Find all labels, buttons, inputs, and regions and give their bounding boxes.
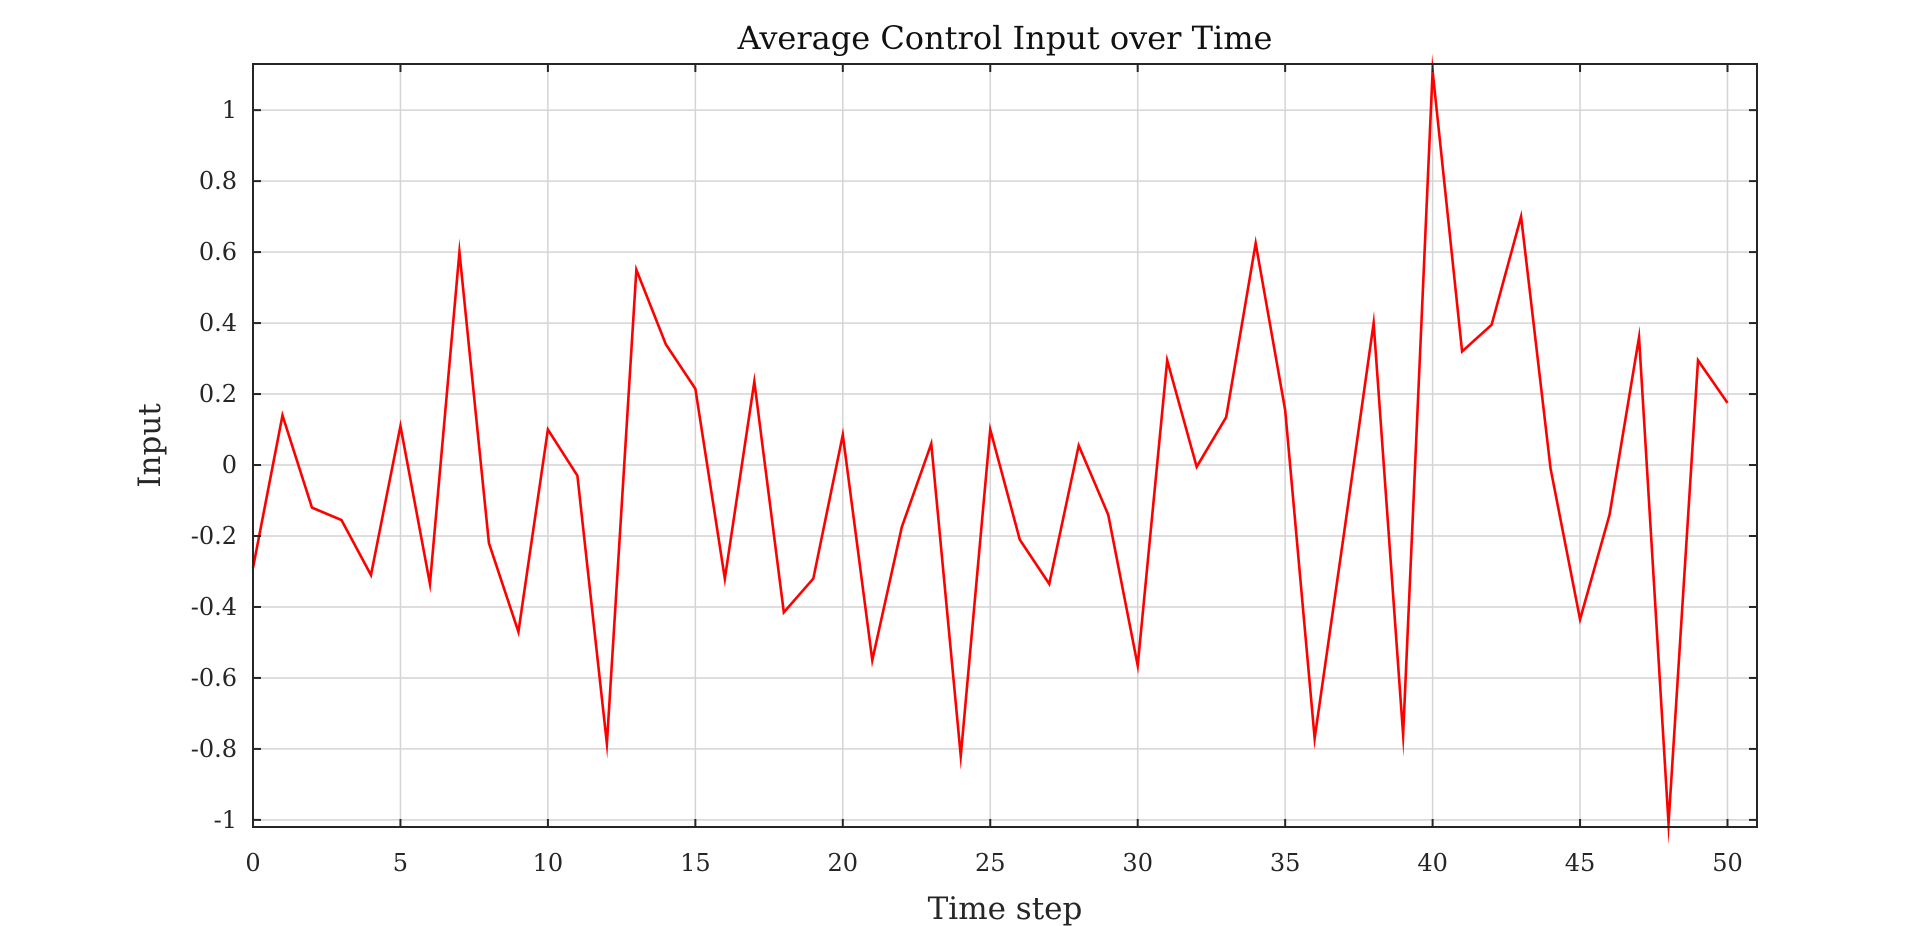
y-tick-label: -0.8	[191, 735, 237, 763]
y-tick-label: 0.4	[199, 309, 237, 337]
axes-box	[252, 63, 1758, 828]
x-tick-label: 25	[975, 849, 1006, 877]
y-tick-label: -0.4	[191, 593, 237, 621]
y-tick-label: -1	[214, 806, 237, 834]
y-tick-label: 0.8	[199, 167, 237, 195]
chart-title: Average Control Input over Time	[737, 19, 1273, 57]
x-tick-label: 40	[1417, 849, 1448, 877]
x-tick-label: 20	[828, 849, 859, 877]
x-axis-label: Time step	[928, 891, 1083, 926]
grid-lines	[252, 64, 1757, 827]
x-tick-label: 5	[393, 849, 408, 877]
y-tick-label: -0.6	[191, 664, 237, 692]
x-tick-label: 30	[1122, 849, 1153, 877]
y-tick-label: 1	[222, 96, 237, 124]
x-tick-label: 10	[533, 849, 564, 877]
y-tick-labels: -1 -0.8 -0.6 -0.4 -0.2 0 0.2 0.4 0.6 0.8 1	[191, 96, 237, 834]
x-tick-label: 45	[1565, 849, 1596, 877]
x-tick-label: 15	[680, 849, 711, 877]
x-tick-labels: 0 5 10 15 20 25 30 35 40 45 50	[245, 849, 1742, 877]
y-axis-label: Input	[132, 403, 168, 488]
y-tick-label: -0.2	[191, 522, 237, 550]
series-layer	[251, 53, 1729, 845]
y-tick-label: 0.2	[199, 380, 237, 408]
x-tick-label: 0	[245, 849, 260, 877]
x-tick-label: 35	[1270, 849, 1301, 877]
y-tick-label: 0	[222, 451, 237, 479]
axis-ticks	[252, 64, 1757, 827]
series-line	[251, 53, 1729, 845]
y-tick-label: 0.6	[199, 238, 237, 266]
x-tick-label: 50	[1712, 849, 1743, 877]
